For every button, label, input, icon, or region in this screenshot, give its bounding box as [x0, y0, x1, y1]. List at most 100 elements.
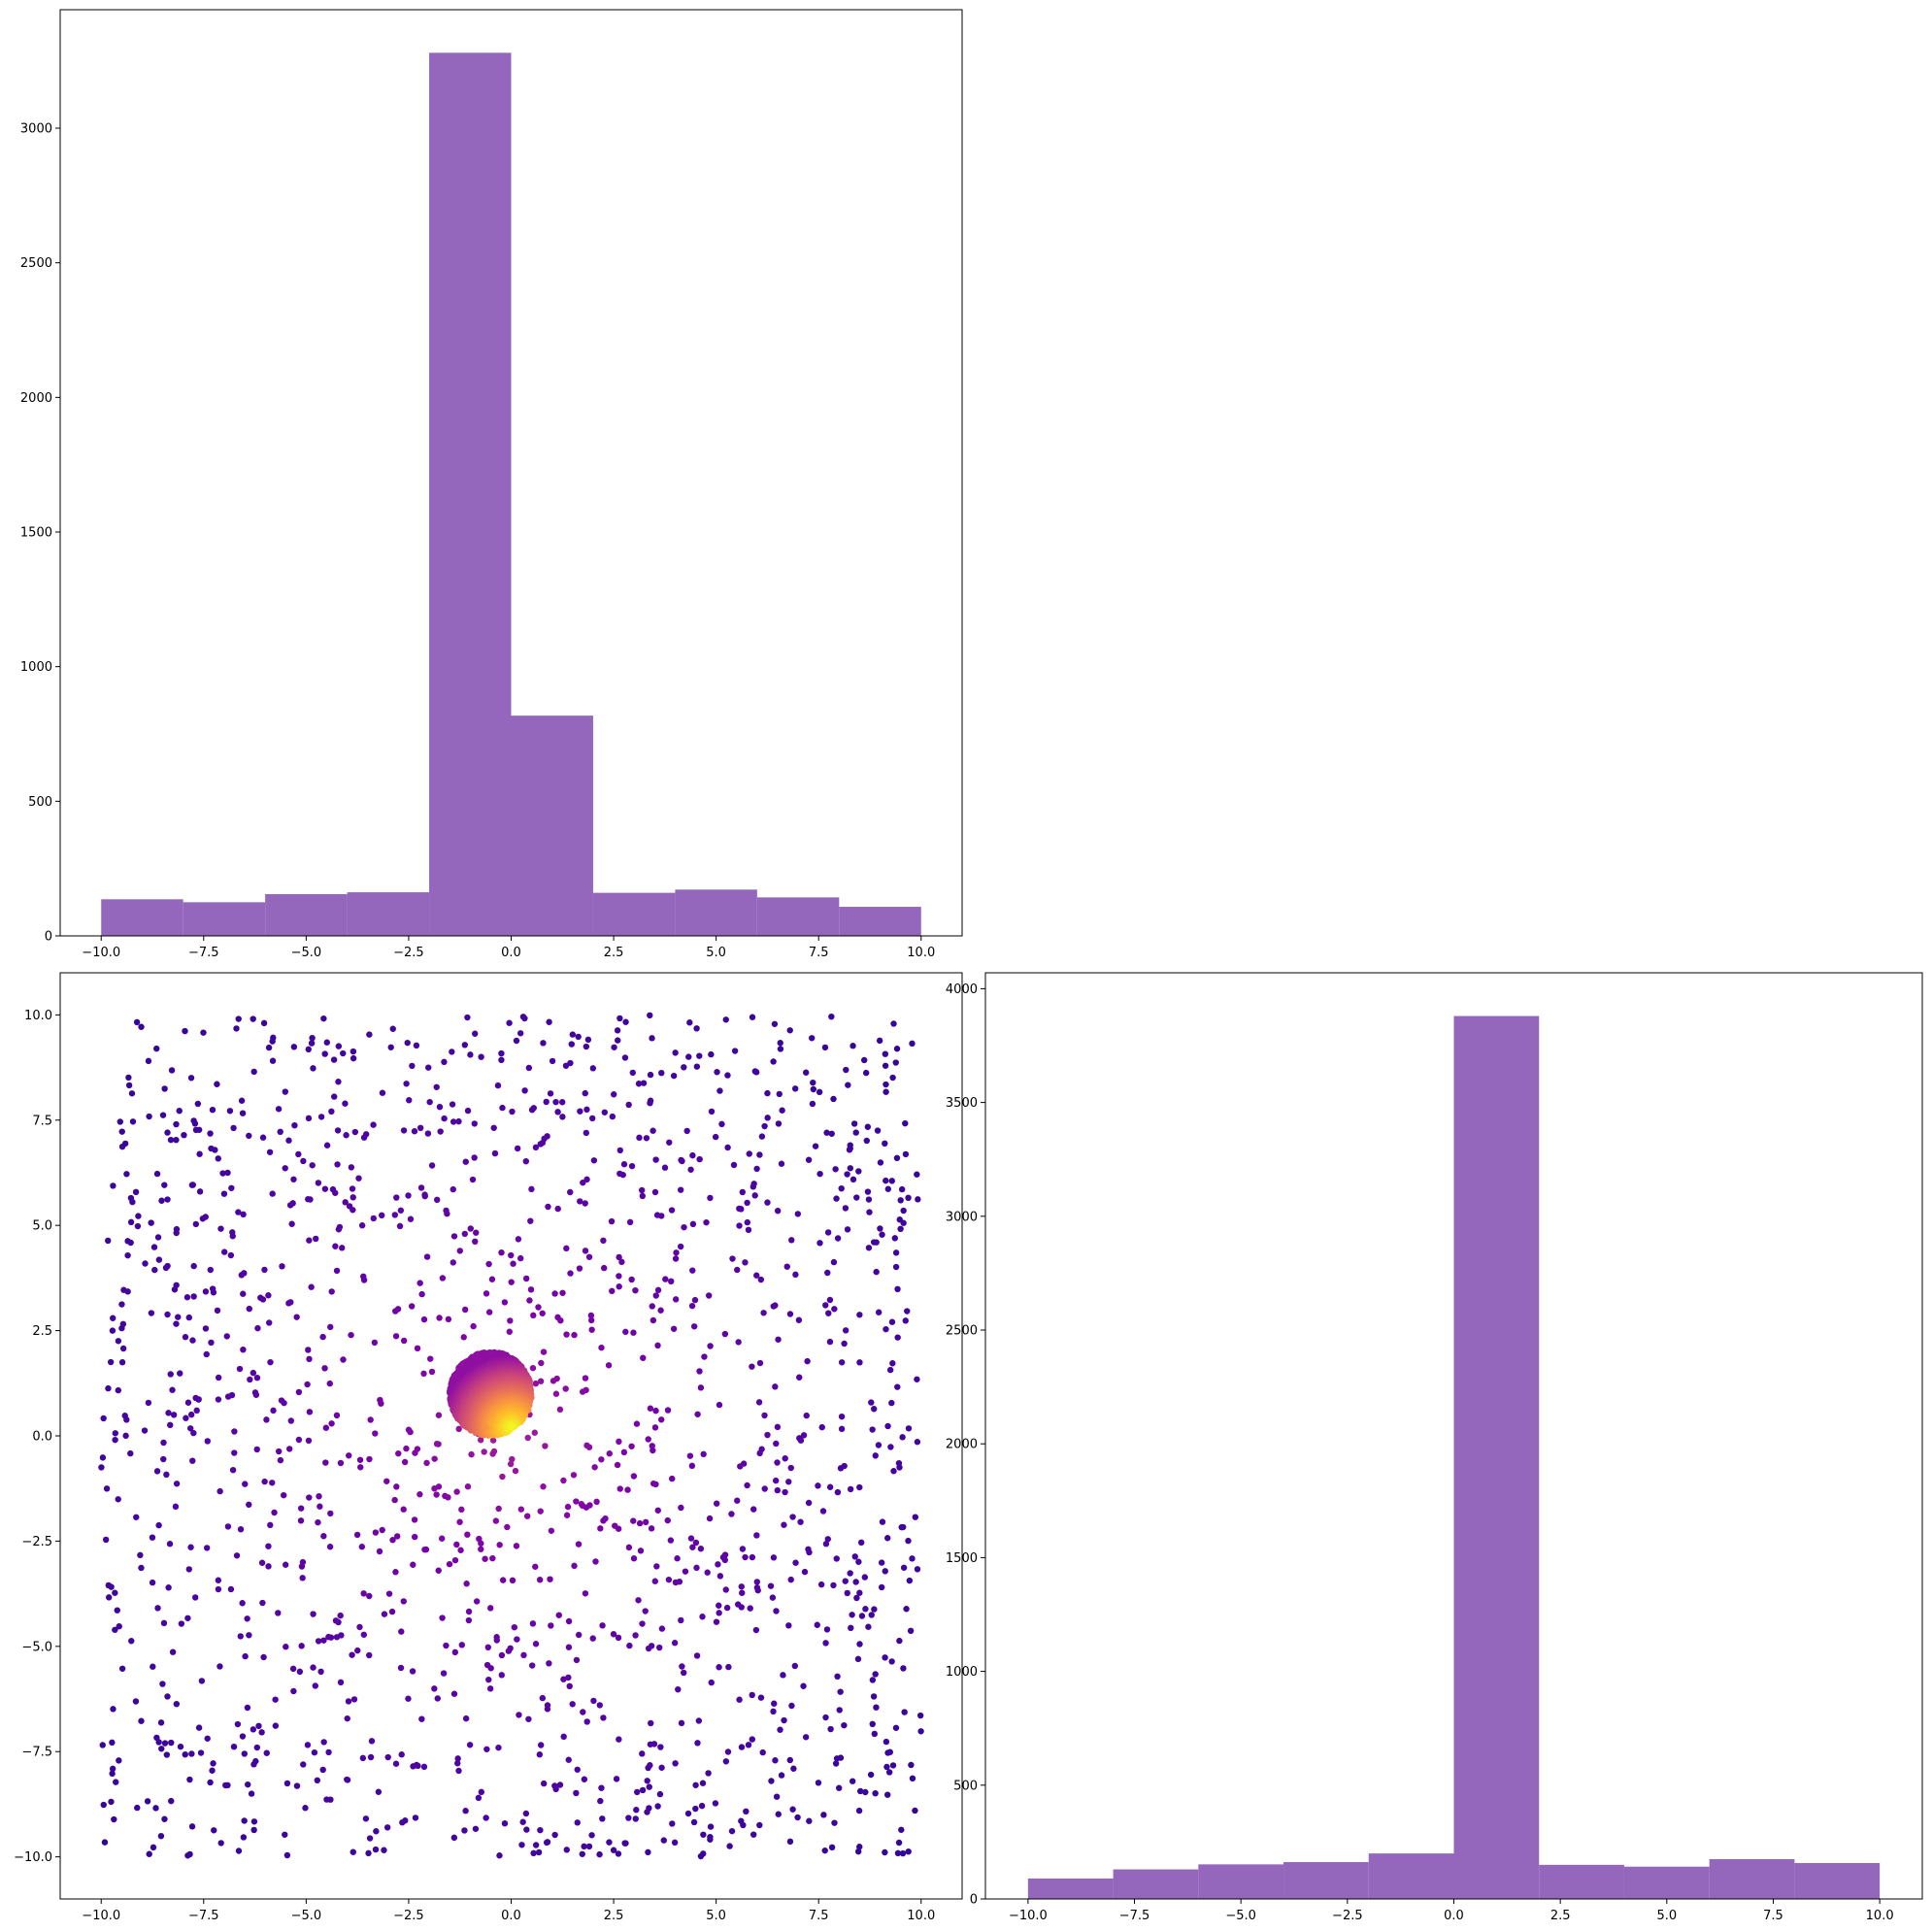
scatter-point — [895, 1459, 903, 1467]
scatter-point — [657, 1744, 664, 1750]
scatter-point — [138, 1564, 145, 1572]
scatter-point — [483, 1814, 489, 1821]
scatter-point — [435, 1412, 443, 1418]
scatter-point — [862, 1788, 869, 1796]
scatter-point — [562, 1062, 570, 1069]
scatter-point — [824, 1269, 831, 1277]
x-tick-label: −10.0 — [82, 946, 120, 960]
scatter-point — [521, 1087, 528, 1094]
scatter-point — [908, 1761, 915, 1769]
scatter-point — [372, 1430, 379, 1437]
scatter-point — [506, 1019, 513, 1026]
scatter-point — [565, 1756, 572, 1763]
scatter-point — [632, 1286, 639, 1294]
scatter-point — [229, 1233, 236, 1240]
scatter-point — [862, 1606, 869, 1613]
scatter-point — [616, 1015, 623, 1022]
scatter-point — [611, 1091, 617, 1098]
scatter-point — [690, 1818, 698, 1826]
scatter-point — [797, 1518, 804, 1525]
scatter-point — [495, 1744, 502, 1751]
scatter-point — [887, 1444, 894, 1450]
scatter-point — [428, 1162, 436, 1169]
scatter-point — [639, 1750, 646, 1757]
scatter-point — [110, 1315, 117, 1321]
scatter-point — [600, 1715, 607, 1721]
scatter-point — [868, 1399, 875, 1406]
scatter-point — [155, 1521, 162, 1529]
scatter-point — [344, 1777, 351, 1783]
scatter-point — [455, 1117, 462, 1125]
scatter-point — [650, 1447, 656, 1454]
scatter-point — [240, 1211, 247, 1218]
scatter-point — [451, 1556, 459, 1564]
scatter-point — [628, 1443, 635, 1449]
scatter-point — [879, 1518, 886, 1525]
scatter-point — [487, 1605, 494, 1612]
scatter-point — [490, 1448, 498, 1455]
scatter-point — [189, 1337, 196, 1344]
scatter-point — [816, 1240, 823, 1247]
scatter-point — [413, 1042, 420, 1049]
scatter-point — [882, 1568, 888, 1575]
scatter-point — [570, 1472, 578, 1479]
scatter-point — [319, 1766, 326, 1774]
scatter-point — [507, 1317, 514, 1324]
scatter-point — [188, 1823, 196, 1830]
scatter-point — [838, 1184, 845, 1192]
scatter-point — [210, 1289, 217, 1296]
scatter-point — [183, 1294, 191, 1301]
scatter-point — [749, 1553, 756, 1561]
scatter-point — [160, 1455, 167, 1463]
scatter-point — [353, 1531, 361, 1539]
y-tick-label: −10.0 — [14, 1850, 52, 1865]
scatter-point — [235, 1015, 242, 1022]
scatter-point — [610, 1847, 617, 1853]
scatter-point — [438, 1535, 446, 1542]
scatter-point — [402, 1817, 409, 1824]
scatter-point — [326, 1380, 333, 1387]
scatter-point — [327, 1323, 334, 1331]
scatter-point — [296, 1668, 304, 1676]
scatter-point — [749, 1363, 755, 1370]
y-tick-label: 500 — [28, 795, 52, 810]
scatter-point — [716, 1401, 723, 1409]
scatter-point — [423, 1459, 430, 1467]
scatter-point — [646, 1783, 652, 1790]
scatter-point — [270, 1407, 277, 1415]
scatter-point — [411, 1533, 418, 1541]
scatter-point — [250, 1068, 257, 1076]
scatter-point — [901, 1709, 908, 1715]
scatter-point — [661, 1164, 669, 1171]
scatter-point — [485, 1260, 492, 1268]
y-tick-label: 0 — [970, 1893, 978, 1908]
scatter-point — [678, 1616, 684, 1624]
scatter-point — [787, 1464, 794, 1472]
scatter-point — [849, 1612, 855, 1618]
scatter-point — [854, 1655, 862, 1663]
scatter-point — [912, 1514, 918, 1520]
scatter-point — [719, 1553, 727, 1561]
scatter-point — [190, 1262, 197, 1270]
scatter-point — [135, 1213, 142, 1219]
scatter-point — [609, 1113, 616, 1120]
scatter-point — [200, 1029, 207, 1036]
scatter-point — [115, 1338, 122, 1345]
scatter-point — [557, 1316, 564, 1324]
scatter-point — [471, 1356, 478, 1364]
scatter-point — [630, 1473, 638, 1480]
scatter-point — [882, 1654, 888, 1661]
y-tick-label: 7.5 — [32, 1114, 52, 1128]
scatter-point — [259, 1296, 267, 1303]
scatter-point — [883, 1738, 890, 1746]
scatter-point — [658, 1764, 665, 1771]
scatter-point — [914, 1376, 920, 1382]
scatter-point — [439, 1615, 446, 1621]
scatter-point — [672, 1579, 680, 1586]
scatter-point — [462, 1808, 469, 1814]
scatter-point — [580, 1179, 586, 1186]
scatter-point — [882, 1848, 888, 1856]
scatter-point — [220, 1190, 228, 1197]
scatter-point — [618, 1258, 625, 1266]
histogram-bar — [839, 907, 921, 936]
